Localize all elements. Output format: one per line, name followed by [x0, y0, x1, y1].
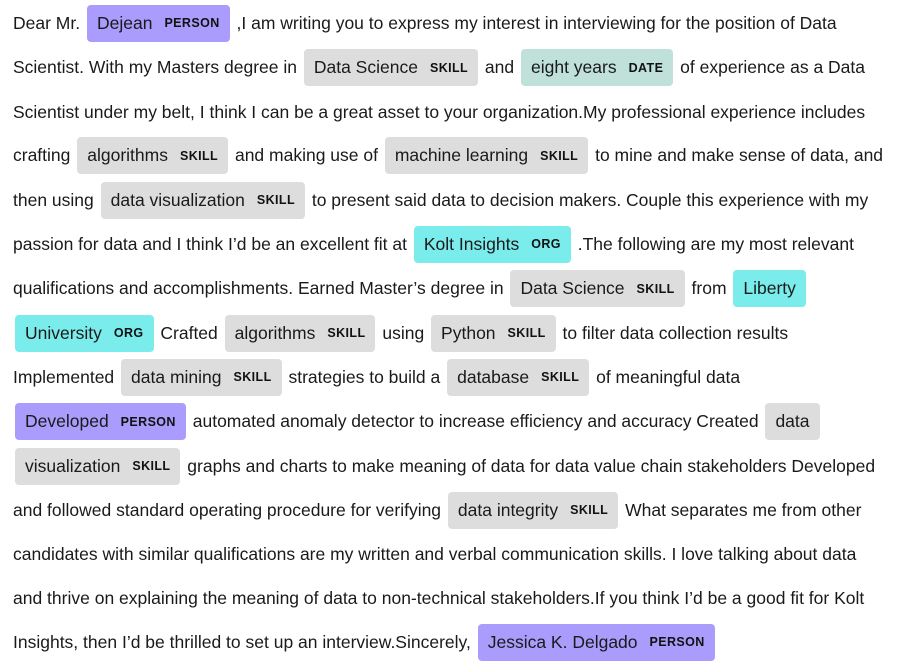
entity-label: SKILL [540, 148, 579, 163]
entity-text: database [457, 366, 530, 387]
entity-text: machine learning [394, 145, 529, 166]
entity-label: SKILL [507, 326, 546, 341]
entity-skill: Data Science SKILL [510, 270, 685, 308]
entity-text: data visualization [25, 411, 810, 476]
text-segment: Dear Mr. [13, 13, 85, 33]
entity-label: SKILL [327, 326, 366, 341]
text-segment: .The following are my most relevant qual… [13, 234, 859, 299]
entity-label: PERSON [164, 16, 220, 31]
entity-skill: data mining SKILL [121, 358, 282, 396]
entity-label: SKILL [179, 148, 219, 163]
text-segment: and [480, 57, 519, 78]
entity-text: eight years [531, 57, 617, 78]
entity-text: data mining [131, 366, 222, 387]
entity-label: SKILL [132, 458, 171, 473]
entity-text: data visualization [110, 189, 245, 210]
text-segment: automated anomaly detector to increase e… [187, 411, 764, 432]
entity-skill: algorithms SKILL [77, 137, 229, 175]
entity-label: SKILL [636, 281, 675, 296]
entity-text: algorithms [234, 322, 316, 343]
entity-skill: machine learning SKILL [384, 137, 589, 175]
entity-label: PERSON [120, 414, 176, 429]
text-segment: of experience as a Data Scientist under … [13, 57, 871, 166]
entity-text: Developed [25, 411, 109, 432]
text-segment: and making use of [230, 145, 383, 166]
entity-label: SKILL [429, 60, 469, 75]
entity-person: Dejean PERSON [86, 5, 230, 42]
entity-date: eight years DATE [521, 49, 674, 87]
entity-label: SKILL [256, 193, 295, 208]
text-segment: of meaningful data [591, 366, 745, 387]
text-segment: to mine and make sense of data, and then… [13, 145, 888, 210]
entity-label: SKILL [541, 370, 580, 385]
annotated-document: Dear Mr. Dejean PERSON ,I am writing you … [13, 0, 885, 665]
entity-label: ORG [531, 237, 561, 252]
text-segment: Crafted [155, 322, 223, 343]
entity-label: ORG [113, 326, 144, 341]
text-segment: to present said data to decision makers.… [13, 189, 874, 255]
text-segment: from [686, 278, 732, 299]
entity-text: Data Science [313, 57, 418, 78]
entity-text: algorithms [87, 145, 168, 166]
entity-text: data integrity [457, 499, 559, 520]
text-segment: ,I am writing you to express my interest… [13, 13, 842, 78]
entity-label: SKILL [233, 370, 272, 385]
entity-text: Liberty University [25, 278, 796, 343]
entity-label: DATE [628, 60, 664, 75]
text-segment: graphs and charts to make meaning of dat… [13, 455, 880, 520]
entity-person: Jessica K. Delgado PERSON [477, 623, 715, 661]
entity-skill: algorithms SKILL [224, 314, 376, 352]
text-segment: What separates me from other candidates … [13, 499, 870, 652]
entity-skill: data visualization SKILL [100, 181, 305, 219]
entity-text: Kolt Insights [423, 234, 520, 255]
entity-label: SKILL [570, 503, 609, 518]
entity-skill: database SKILL [447, 358, 590, 396]
entity-skill: Python SKILL [431, 314, 556, 352]
entity-label: PERSON [649, 635, 705, 650]
entity-text: Jessica K. Delgado [487, 631, 638, 652]
entity-text: Python [441, 322, 496, 343]
entity-text: Data Science [520, 278, 625, 299]
entity-person: Developed PERSON [15, 403, 186, 441]
entity-org: Kolt Insights ORG [413, 226, 571, 264]
text-segment: using [377, 322, 430, 343]
entity-skill: data integrity SKILL [447, 491, 619, 529]
text-segment: to filter data collection results Implem… [13, 322, 794, 387]
entity-skill: Data Science SKILL [303, 49, 479, 87]
entity-text: Dejean [96, 13, 153, 33]
text-segment: strategies to build a [283, 366, 446, 387]
